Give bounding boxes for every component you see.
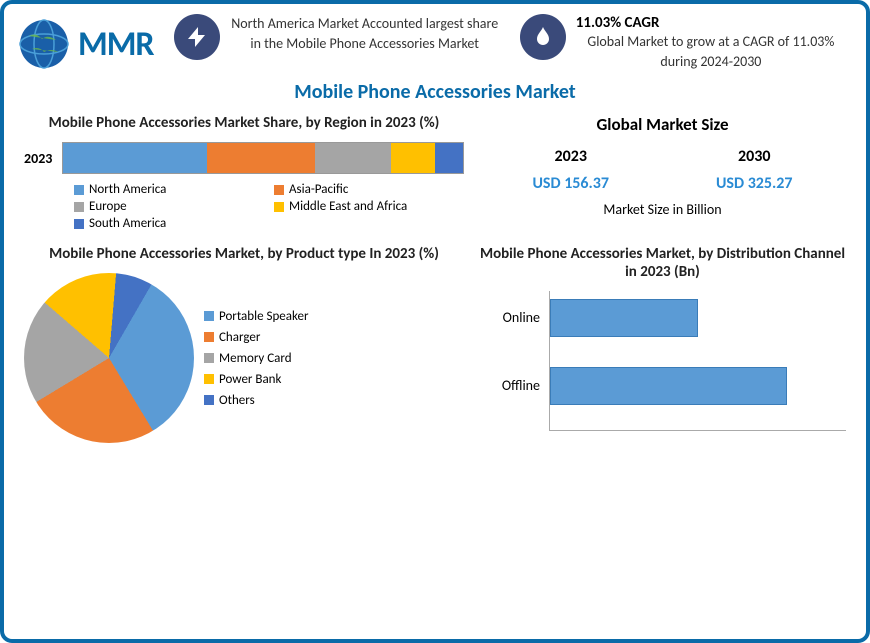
legend-swatch bbox=[204, 353, 214, 363]
legend-item: Middle East and Africa bbox=[274, 199, 464, 214]
legend-label: Middle East and Africa bbox=[289, 199, 407, 214]
flame-icon bbox=[520, 14, 566, 60]
legend-label: Power Bank bbox=[219, 372, 281, 387]
region-chart: Mobile Phone Accessories Market Share, b… bbox=[24, 114, 464, 231]
legend-item: Memory Card bbox=[204, 351, 308, 366]
legend-label: Portable Speaker bbox=[219, 309, 308, 324]
legend-item: Europe bbox=[74, 199, 264, 214]
globe-icon bbox=[14, 14, 74, 74]
legend-label: Charger bbox=[219, 330, 260, 345]
hbar-bar bbox=[550, 299, 698, 337]
legend-label: South America bbox=[89, 216, 166, 231]
stat-cagr: 11.03% CAGR Global Market to grow at a C… bbox=[520, 14, 846, 71]
legend-swatch bbox=[74, 185, 84, 195]
stat2-title: 11.03% CAGR bbox=[576, 14, 846, 32]
pie-chart bbox=[24, 273, 194, 443]
legend-item: Asia-Pacific bbox=[274, 182, 464, 197]
legend-item: Charger bbox=[204, 330, 308, 345]
logo-text: MMR bbox=[78, 24, 154, 65]
gsize-year2: 2030 bbox=[738, 147, 770, 166]
legend-label: North America bbox=[89, 182, 166, 197]
legend-item: South America bbox=[74, 216, 264, 231]
legend-swatch bbox=[74, 219, 84, 229]
legend-swatch bbox=[204, 395, 214, 405]
legend-item: Power Bank bbox=[204, 372, 308, 387]
legend-item: Portable Speaker bbox=[204, 309, 308, 324]
bolt-icon bbox=[174, 14, 220, 60]
region-year: 2023 bbox=[24, 150, 52, 167]
header: MMR North America Market Accounted large… bbox=[4, 4, 866, 74]
gsize-val2: USD 325.27 bbox=[716, 174, 793, 193]
legend-label: Europe bbox=[89, 199, 127, 214]
legend-swatch bbox=[204, 311, 214, 321]
legend-label: Others bbox=[219, 393, 255, 408]
stat-north-america: North America Market Accounted largest s… bbox=[174, 14, 500, 60]
legend-swatch bbox=[274, 185, 284, 195]
global-size: Global Market Size 2023 2030 USD 156.37 … bbox=[479, 114, 846, 231]
segment-europe bbox=[315, 143, 391, 173]
gsize-val1: USD 156.37 bbox=[532, 174, 609, 193]
hbar-label: Offline bbox=[480, 377, 540, 394]
hbar-axis: OnlineOffline bbox=[549, 291, 846, 431]
legend-swatch bbox=[204, 332, 214, 342]
product-chart: Mobile Phone Accessories Market, by Prod… bbox=[24, 245, 464, 443]
hbar-label: Online bbox=[480, 309, 540, 326]
legend-swatch bbox=[204, 374, 214, 384]
legend-item: Others bbox=[204, 393, 308, 408]
legend-swatch bbox=[74, 202, 84, 212]
stacked-bar bbox=[62, 142, 464, 174]
gsize-title: Global Market Size bbox=[479, 114, 846, 135]
hbar-bar bbox=[550, 367, 787, 405]
dist-chart: Mobile Phone Accessories Market, by Dist… bbox=[479, 245, 846, 443]
segment-south-america bbox=[435, 143, 463, 173]
gsize-unit: Market Size in Billion bbox=[479, 201, 846, 218]
legend-label: Memory Card bbox=[219, 351, 292, 366]
region-legend: North America Asia-Pacific Europe Middle Ea… bbox=[74, 182, 464, 231]
stat1-text: North America Market Accounted largest s… bbox=[230, 14, 500, 53]
segment-asia-pacific bbox=[207, 143, 315, 173]
segment-north-america bbox=[63, 143, 207, 173]
legend-swatch bbox=[274, 202, 284, 212]
product-title: Mobile Phone Accessories Market, by Prod… bbox=[24, 245, 464, 263]
main-title: Mobile Phone Accessories Market bbox=[4, 80, 866, 104]
logo: MMR bbox=[14, 14, 154, 74]
pie-legend: Portable Speaker Charger Memory Card Power … bbox=[204, 309, 308, 408]
gsize-year1: 2023 bbox=[555, 147, 587, 166]
legend-label: Asia-Pacific bbox=[289, 182, 348, 197]
region-title: Mobile Phone Accessories Market Share, b… bbox=[24, 114, 464, 132]
dist-title: Mobile Phone Accessories Market, by Dist… bbox=[479, 245, 846, 281]
stat2-text: Global Market to grow at a CAGR of 11.03… bbox=[576, 32, 846, 71]
segment-middle-east-and-africa bbox=[391, 143, 435, 173]
legend-item: North America bbox=[74, 182, 264, 197]
